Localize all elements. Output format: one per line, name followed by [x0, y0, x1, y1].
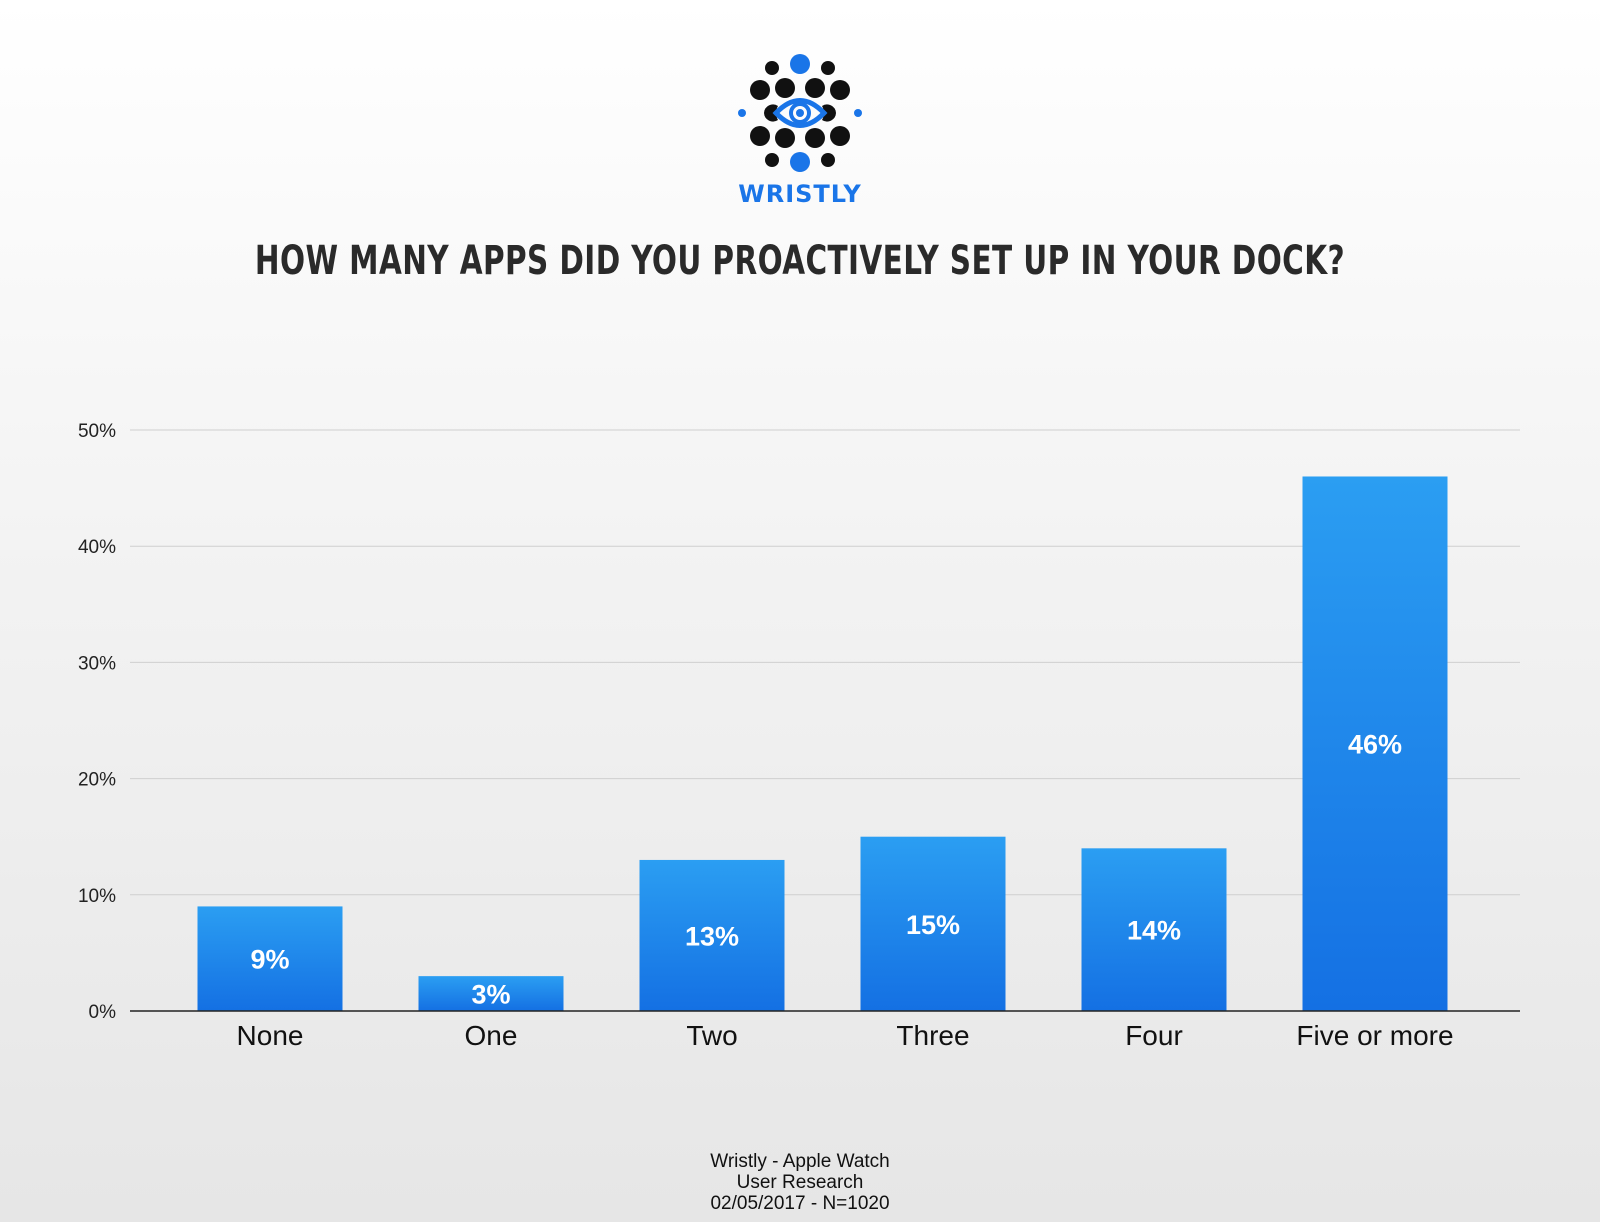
bar-five-or-more — [1302, 476, 1448, 1012]
footer-line-2: User Research — [736, 1172, 864, 1193]
data-label: 14% — [1127, 916, 1181, 946]
data-label: 9% — [250, 945, 289, 975]
brand-name: WRISTLY — [738, 180, 862, 208]
footer-credit: Wristly - Apple Watch User Research 02/0… — [0, 1151, 1600, 1214]
bar-four — [1081, 848, 1227, 1011]
y-tick-label: 20% — [78, 770, 116, 791]
data-label: 13% — [685, 921, 739, 951]
data-label: 3% — [471, 980, 510, 1010]
data-label: 46% — [1348, 730, 1402, 760]
wristly-logo — [738, 54, 862, 172]
x-tick-label: Five or more — [1296, 1020, 1453, 1051]
data-label: 15% — [906, 910, 960, 940]
x-tick-label: None — [237, 1020, 304, 1051]
y-tick-label: 30% — [78, 653, 116, 674]
chart-title: HOW MANY APPS DID YOU PROACTIVELY SET UP… — [254, 238, 1346, 284]
bar-none — [197, 906, 343, 1011]
footer-line-1: Wristly - Apple Watch — [710, 1151, 890, 1172]
bar-one — [418, 976, 564, 1011]
y-tick-label: 40% — [78, 537, 116, 558]
bar-three — [860, 836, 1006, 1011]
y-tick-label: 10% — [78, 886, 116, 907]
bar-two — [639, 859, 785, 1011]
x-tick-label: Two — [686, 1020, 737, 1051]
y-tick-label: 50% — [78, 421, 116, 442]
x-tick-label: One — [465, 1020, 518, 1051]
x-tick-label: Four — [1125, 1020, 1183, 1051]
y-tick-label: 0% — [89, 1002, 117, 1023]
x-tick-label: Three — [896, 1020, 969, 1051]
footer-line-3: 02/05/2017 - N=1020 — [710, 1193, 890, 1214]
